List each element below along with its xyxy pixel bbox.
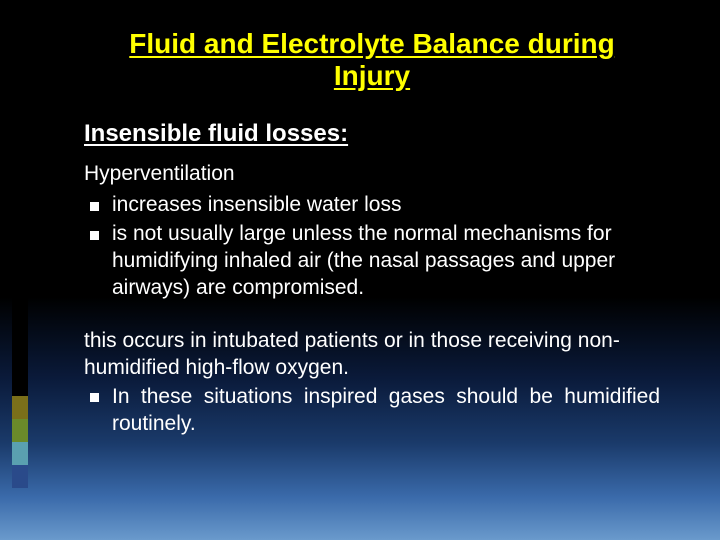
list-item: is not usually large unless the normal m… (84, 221, 660, 302)
list-item: increases insensible water loss (84, 192, 660, 219)
section1-lead: Hyperventilation (84, 162, 660, 186)
section1-bullets: increases insensible water loss is not u… (84, 192, 660, 302)
title-line-2: Injury (334, 60, 410, 91)
section2-para: this occurs in intubated patients or in … (84, 328, 660, 382)
section2-bullets: In these situations inspired gases shoul… (84, 384, 660, 438)
list-item: In these situations inspired gases shoul… (84, 384, 660, 438)
subheading: Insensible fluid losses: (84, 120, 660, 148)
slide-title: Fluid and Electrolyte Balance during Inj… (84, 28, 660, 92)
slide-content: Fluid and Electrolyte Balance during Inj… (0, 0, 720, 540)
title-line-1: Fluid and Electrolyte Balance during (129, 28, 614, 59)
